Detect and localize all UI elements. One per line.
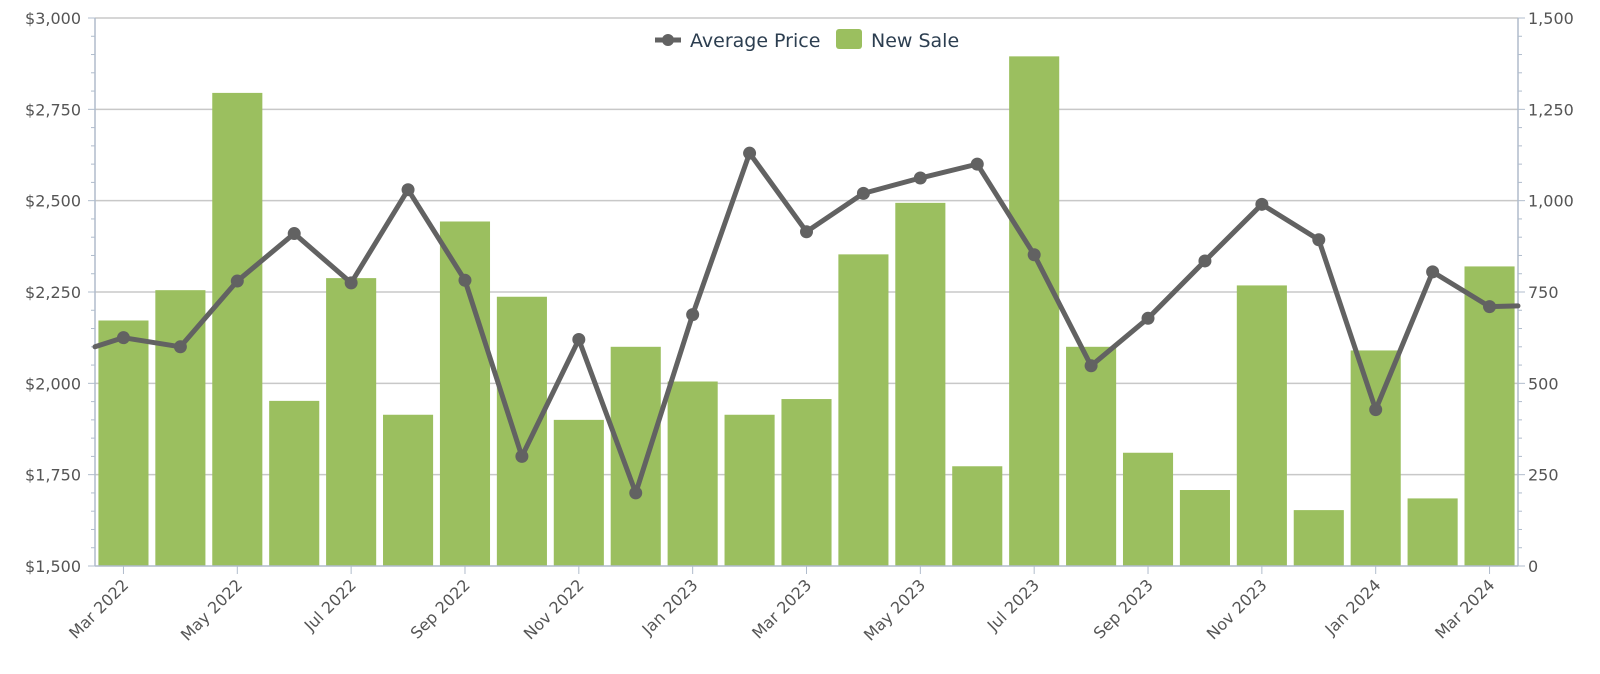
line-point[interactable] [230,274,244,288]
line-point[interactable] [1084,359,1098,373]
bar[interactable] [724,414,775,566]
bar[interactable] [952,466,1003,566]
legend-label-new-sale: New Sale [871,30,959,52]
line-point[interactable] [401,183,415,197]
bar[interactable] [155,290,206,566]
legend-point-marker [662,34,674,46]
line-point[interactable] [173,340,187,354]
right-axis-tick-label: 1,250 [1528,100,1574,119]
bar[interactable] [838,254,889,566]
left-axis-tick-label: $1,750 [25,466,81,485]
bar[interactable] [1122,452,1174,566]
right-axis-tick-label: 250 [1528,466,1559,485]
right-axis-tick-label: 750 [1528,283,1559,302]
line-point[interactable] [1027,248,1041,262]
bar[interactable] [1464,266,1515,566]
bar[interactable] [1407,498,1458,566]
bar[interactable] [553,419,604,566]
bar[interactable] [781,399,832,566]
line-point[interactable] [1141,311,1155,325]
line-point[interactable] [913,171,927,185]
x-axis-tick-label: Mar 2023 [748,575,815,642]
bar[interactable] [1009,56,1060,567]
bar[interactable] [439,221,491,566]
line-point[interactable] [344,276,358,290]
bar[interactable] [1236,285,1287,566]
bar[interactable] [383,414,434,566]
left-axis-tick-label: $3,000 [25,9,81,28]
line-point[interactable] [686,308,700,322]
x-axis-tick-label: Jan 2023 [638,575,702,639]
line-point[interactable] [515,449,529,463]
legend-label-average-price: Average Price [690,30,820,52]
line-point[interactable] [629,486,643,500]
legend: Average Price New Sale [655,29,959,52]
line-point[interactable] [1369,403,1383,417]
bar[interactable] [1293,510,1344,566]
left-axis-tick-label: $1,500 [25,557,81,576]
x-axis-tick-label: Mar 2022 [65,575,132,642]
axes: $1,500 $1,750 $2,000 $2,250 $2,500 $2,750 $3,0… [25,9,1574,576]
x-axis-tick-label: Nov 2022 [520,575,588,643]
legend-bar-swatch [836,29,862,49]
right-axis-tick-label: 500 [1528,374,1559,393]
bar[interactable] [326,278,377,566]
line-point[interactable] [1255,197,1269,211]
line-series-average-price [92,146,1521,500]
line-point[interactable] [743,146,757,160]
line-point[interactable] [1312,233,1326,247]
x-axis-tick-label: Jul 2022 [300,575,360,635]
line-point[interactable] [970,157,984,171]
line-point[interactable] [116,331,130,345]
x-axis-tick-label: May 2023 [860,575,929,644]
legend-item-new-sale[interactable]: New Sale [836,29,959,52]
bar-series-new-sale [98,56,1515,567]
line-point[interactable] [800,225,813,239]
legend-item-average-price[interactable]: Average Price [655,30,820,52]
x-axis-tick-label: May 2022 [177,575,246,644]
left-axis-tick-label: $2,000 [25,374,81,393]
x-axis-tick-label: Jan 2024 [1321,575,1385,639]
line-point[interactable] [856,186,870,200]
right-axis-tick-label: 0 [1528,557,1538,576]
bar[interactable] [667,381,718,566]
left-axis-tick-label: $2,750 [25,100,81,119]
line-point[interactable] [1426,265,1440,279]
bar[interactable] [610,346,661,566]
x-axis-tick-label: Nov 2023 [1203,575,1271,643]
line-point[interactable] [287,227,301,241]
bar[interactable] [212,92,263,566]
left-axis-tick-label: $2,500 [25,192,81,211]
x-axis-tick-label: Jul 2023 [983,575,1043,635]
left-axis-tick-label: $2,250 [25,283,81,302]
x-axis-tick-label: Sep 2023 [1090,575,1157,642]
line-point[interactable] [1198,254,1212,268]
line-point[interactable] [572,332,586,346]
bar[interactable] [895,202,946,566]
bar[interactable] [1179,490,1230,566]
bar[interactable] [269,400,320,566]
x-axis-labels: Mar 2022 May 2022 Jul 2022 Sep 2022 Nov 2022… [65,575,1498,644]
x-axis-tick-label: Sep 2022 [407,575,474,642]
bar[interactable] [98,320,149,566]
bar[interactable] [496,296,547,566]
line-point[interactable] [1483,300,1497,314]
right-axis-tick-label: 1,500 [1528,9,1574,28]
bar[interactable] [1066,346,1117,566]
bar[interactable] [1350,350,1401,566]
x-axis-tick-label: Mar 2024 [1431,575,1498,642]
right-axis-tick-label: 1,000 [1528,192,1574,211]
line-point[interactable] [458,273,472,287]
